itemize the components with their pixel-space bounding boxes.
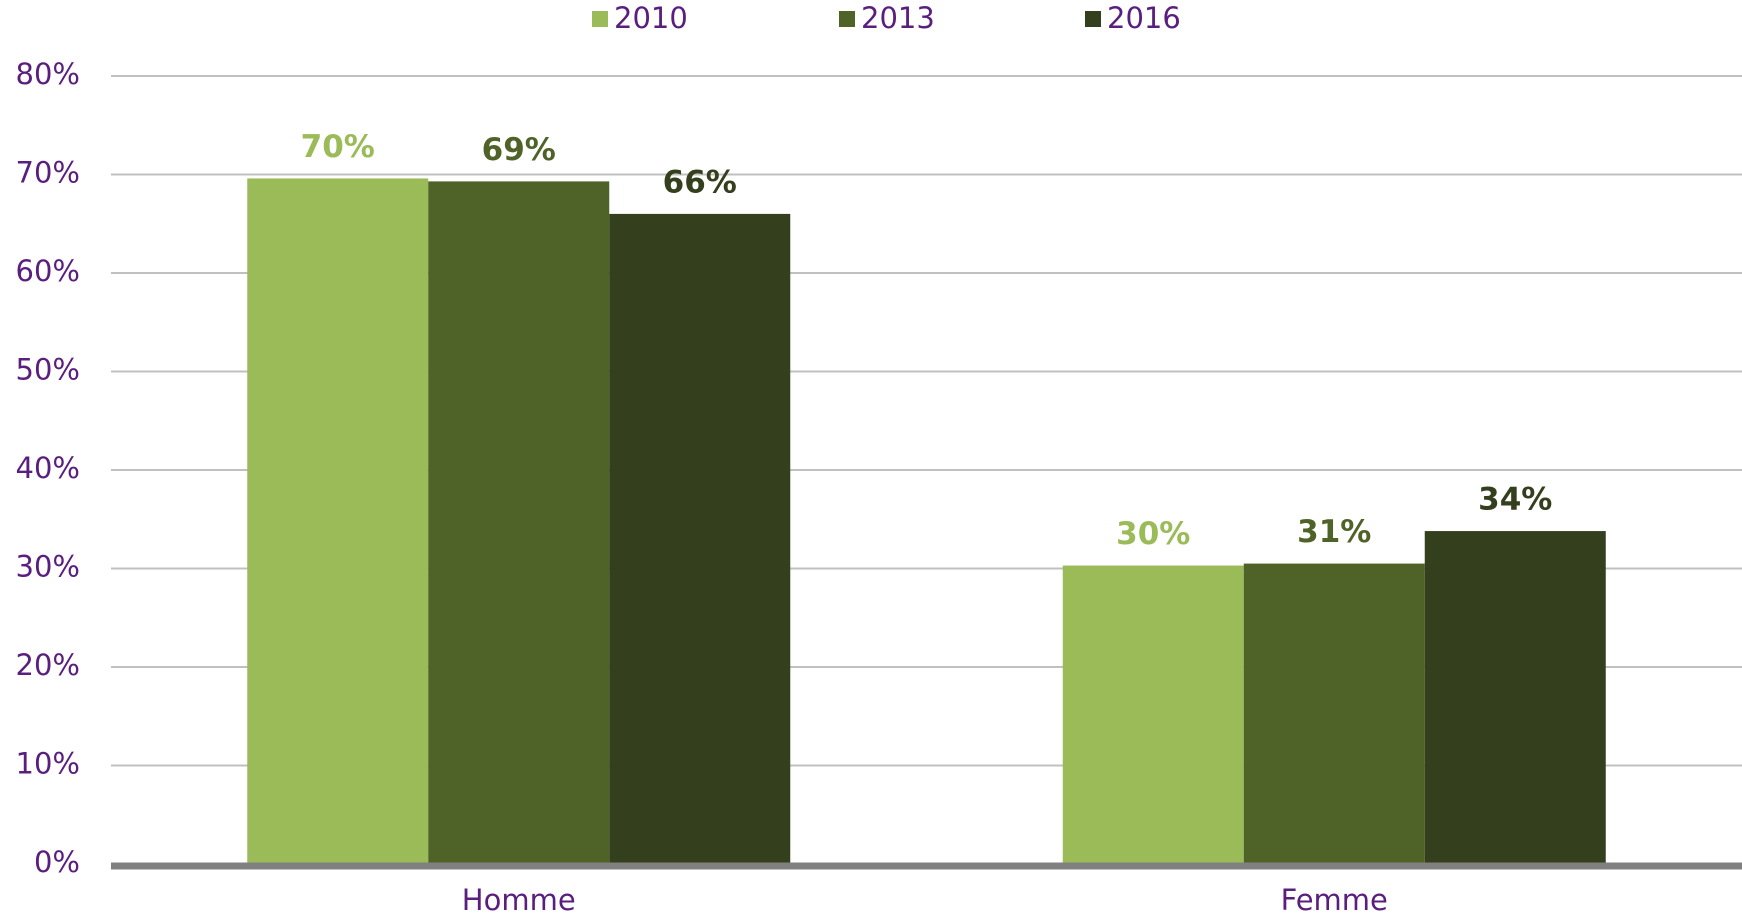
legend-label: 2010 bbox=[614, 1, 688, 35]
data-label: 66% bbox=[663, 164, 737, 200]
legend-swatch bbox=[839, 11, 855, 27]
y-tick-label: 0% bbox=[34, 845, 80, 879]
bar bbox=[1062, 565, 1244, 864]
data-label: 34% bbox=[1478, 482, 1552, 518]
y-tick-label: 50% bbox=[16, 353, 80, 387]
data-label: 70% bbox=[301, 129, 375, 165]
y-tick-label: 40% bbox=[16, 451, 80, 485]
bar bbox=[1243, 563, 1425, 864]
bar bbox=[609, 213, 791, 864]
legend-swatch bbox=[592, 11, 608, 27]
bar bbox=[1424, 531, 1606, 864]
bar bbox=[247, 178, 429, 864]
x-tick-label: Femme bbox=[1281, 883, 1388, 917]
y-tick-label: 20% bbox=[16, 648, 80, 682]
y-tick-label: 10% bbox=[16, 747, 80, 781]
y-tick-label: 70% bbox=[16, 156, 80, 190]
bar bbox=[428, 181, 610, 864]
legend-label: 2016 bbox=[1107, 1, 1181, 35]
data-label: 30% bbox=[1116, 516, 1190, 552]
data-label: 31% bbox=[1297, 514, 1371, 550]
legend-label: 2013 bbox=[861, 1, 935, 35]
y-tick-label: 60% bbox=[16, 254, 80, 288]
y-tick-label: 80% bbox=[16, 57, 80, 91]
y-tick-label: 30% bbox=[16, 550, 80, 584]
data-label: 69% bbox=[482, 132, 556, 168]
x-tick-label: Homme bbox=[462, 883, 576, 917]
legend-swatch bbox=[1085, 11, 1101, 27]
